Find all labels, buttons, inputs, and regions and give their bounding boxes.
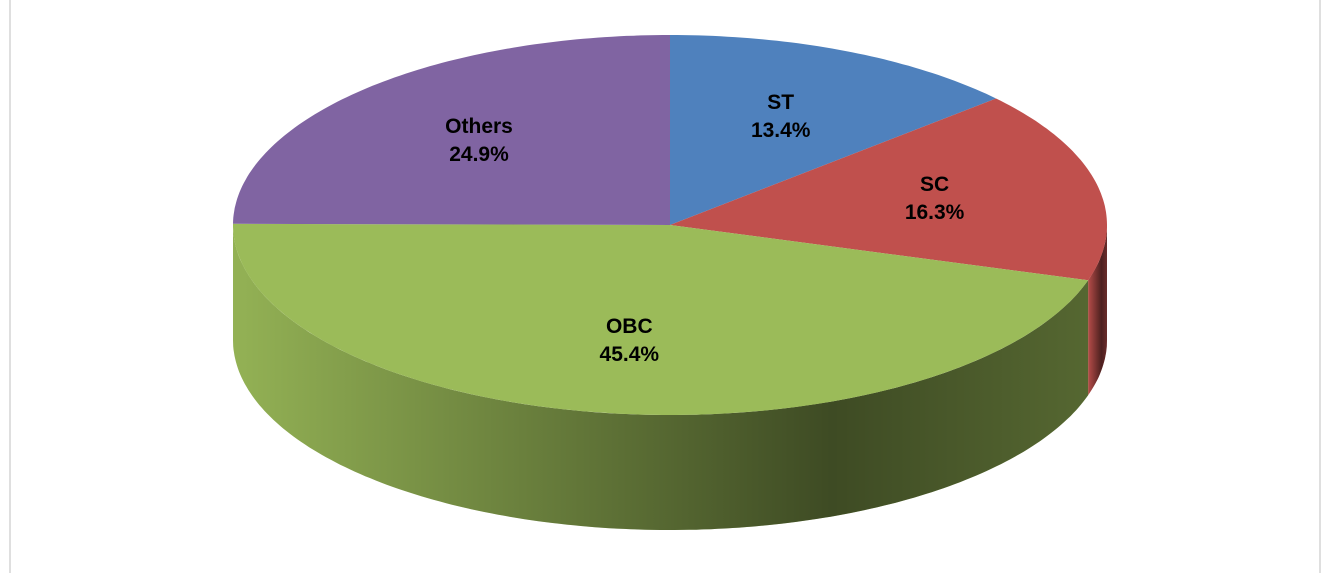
slice-label: ST [767,91,794,114]
slice-label: OBC [606,315,653,338]
slice-value-label: 13.4% [751,119,811,142]
slice-value-label: 24.9% [449,143,509,166]
slice-label: Others [445,115,513,138]
slice-value-label: 45.4% [600,343,660,366]
slice-side-shade [1088,225,1107,396]
slice-side-shade [233,225,1089,530]
slice-label: SC [920,173,949,196]
slice-value-label: 16.3% [905,201,965,224]
slice [233,35,670,225]
slice [670,98,1107,281]
slice [233,223,1089,415]
slice [670,35,996,225]
